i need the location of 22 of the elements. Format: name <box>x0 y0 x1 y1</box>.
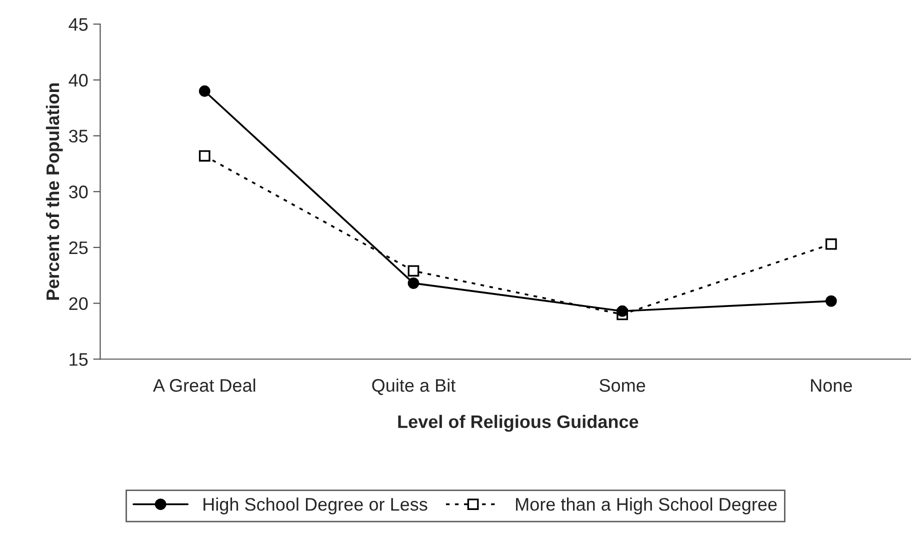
point <box>825 295 837 307</box>
x-tick-label: None <box>811 379 852 392</box>
y-tick-label: 40 <box>68 74 88 87</box>
x-tick-label: Some <box>600 379 646 392</box>
y-tick-label: 15 <box>70 353 88 366</box>
y-tick-label: 45 <box>68 18 88 31</box>
x-tick-label: Quite a Bit <box>372 378 456 396</box>
y-tick-label: 30 <box>69 186 88 198</box>
y-axis-title: Percent of the Population <box>46 83 63 300</box>
y-tick-label: 20 <box>69 297 88 310</box>
y-tick-label: 25 <box>69 241 88 254</box>
point <box>408 265 420 277</box>
x-axis-title: Level of Religious Guidance <box>398 414 638 432</box>
point <box>198 150 210 162</box>
legend-label: High School Degree or Less <box>204 498 428 514</box>
point <box>616 305 628 317</box>
point <box>408 277 420 289</box>
y-tick-label: 35 <box>69 130 88 143</box>
x-tick-label: A Great Deal <box>152 378 256 392</box>
point <box>825 238 837 250</box>
point <box>198 85 210 97</box>
legend-label: More than a High School Degree <box>516 498 777 514</box>
